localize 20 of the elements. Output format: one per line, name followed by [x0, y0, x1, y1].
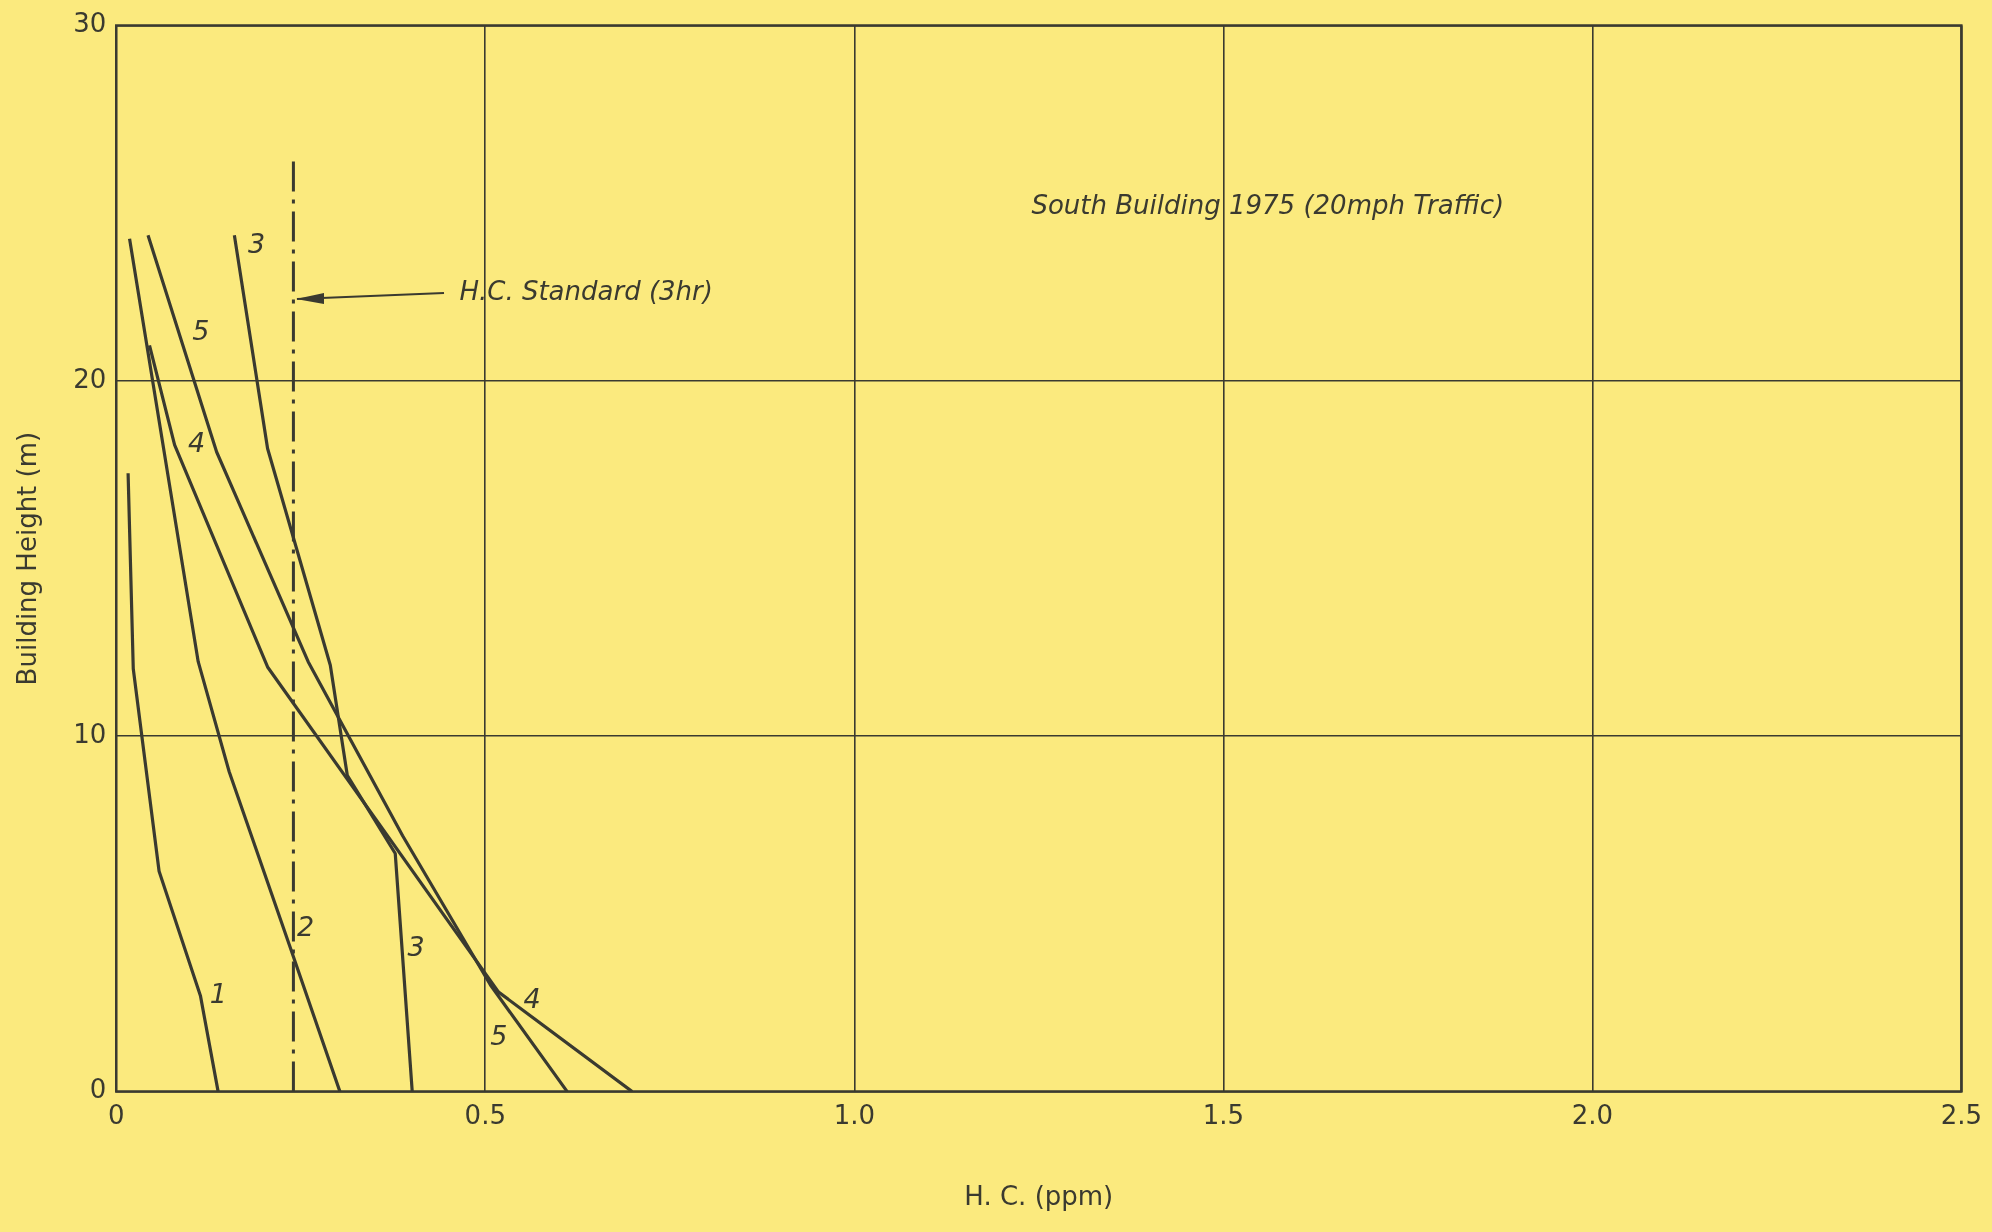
- series-label: 3: [407, 930, 425, 962]
- series-label: 1: [209, 977, 228, 1009]
- y-tick-label: 0: [89, 1074, 107, 1105]
- y-tick-label: 10: [73, 719, 107, 750]
- text: 5: [192, 314, 210, 346]
- x-tick-label: 0.5: [464, 1099, 506, 1130]
- y-tick-label: 30: [73, 8, 107, 39]
- y-tick-label: 20: [73, 363, 107, 394]
- x-tick-label: 2.0: [1571, 1099, 1613, 1130]
- x-tick-label: 2.5: [1940, 1099, 1983, 1130]
- x-axis-title: H. C. (ppm): [964, 1181, 1114, 1212]
- series-label: 5: [490, 1020, 508, 1052]
- text: 3: [248, 228, 266, 260]
- series-label: 4: [523, 983, 541, 1014]
- series-label: 2: [297, 910, 315, 942]
- text: 4: [187, 426, 206, 458]
- x-tick-label: 1.0: [833, 1099, 875, 1130]
- x-tick-label: 1.5: [1202, 1099, 1244, 1130]
- annotation: South Building 1975 (20mph Traffic): [1031, 190, 1505, 221]
- y-axis-title: Building Height (m): [12, 431, 43, 686]
